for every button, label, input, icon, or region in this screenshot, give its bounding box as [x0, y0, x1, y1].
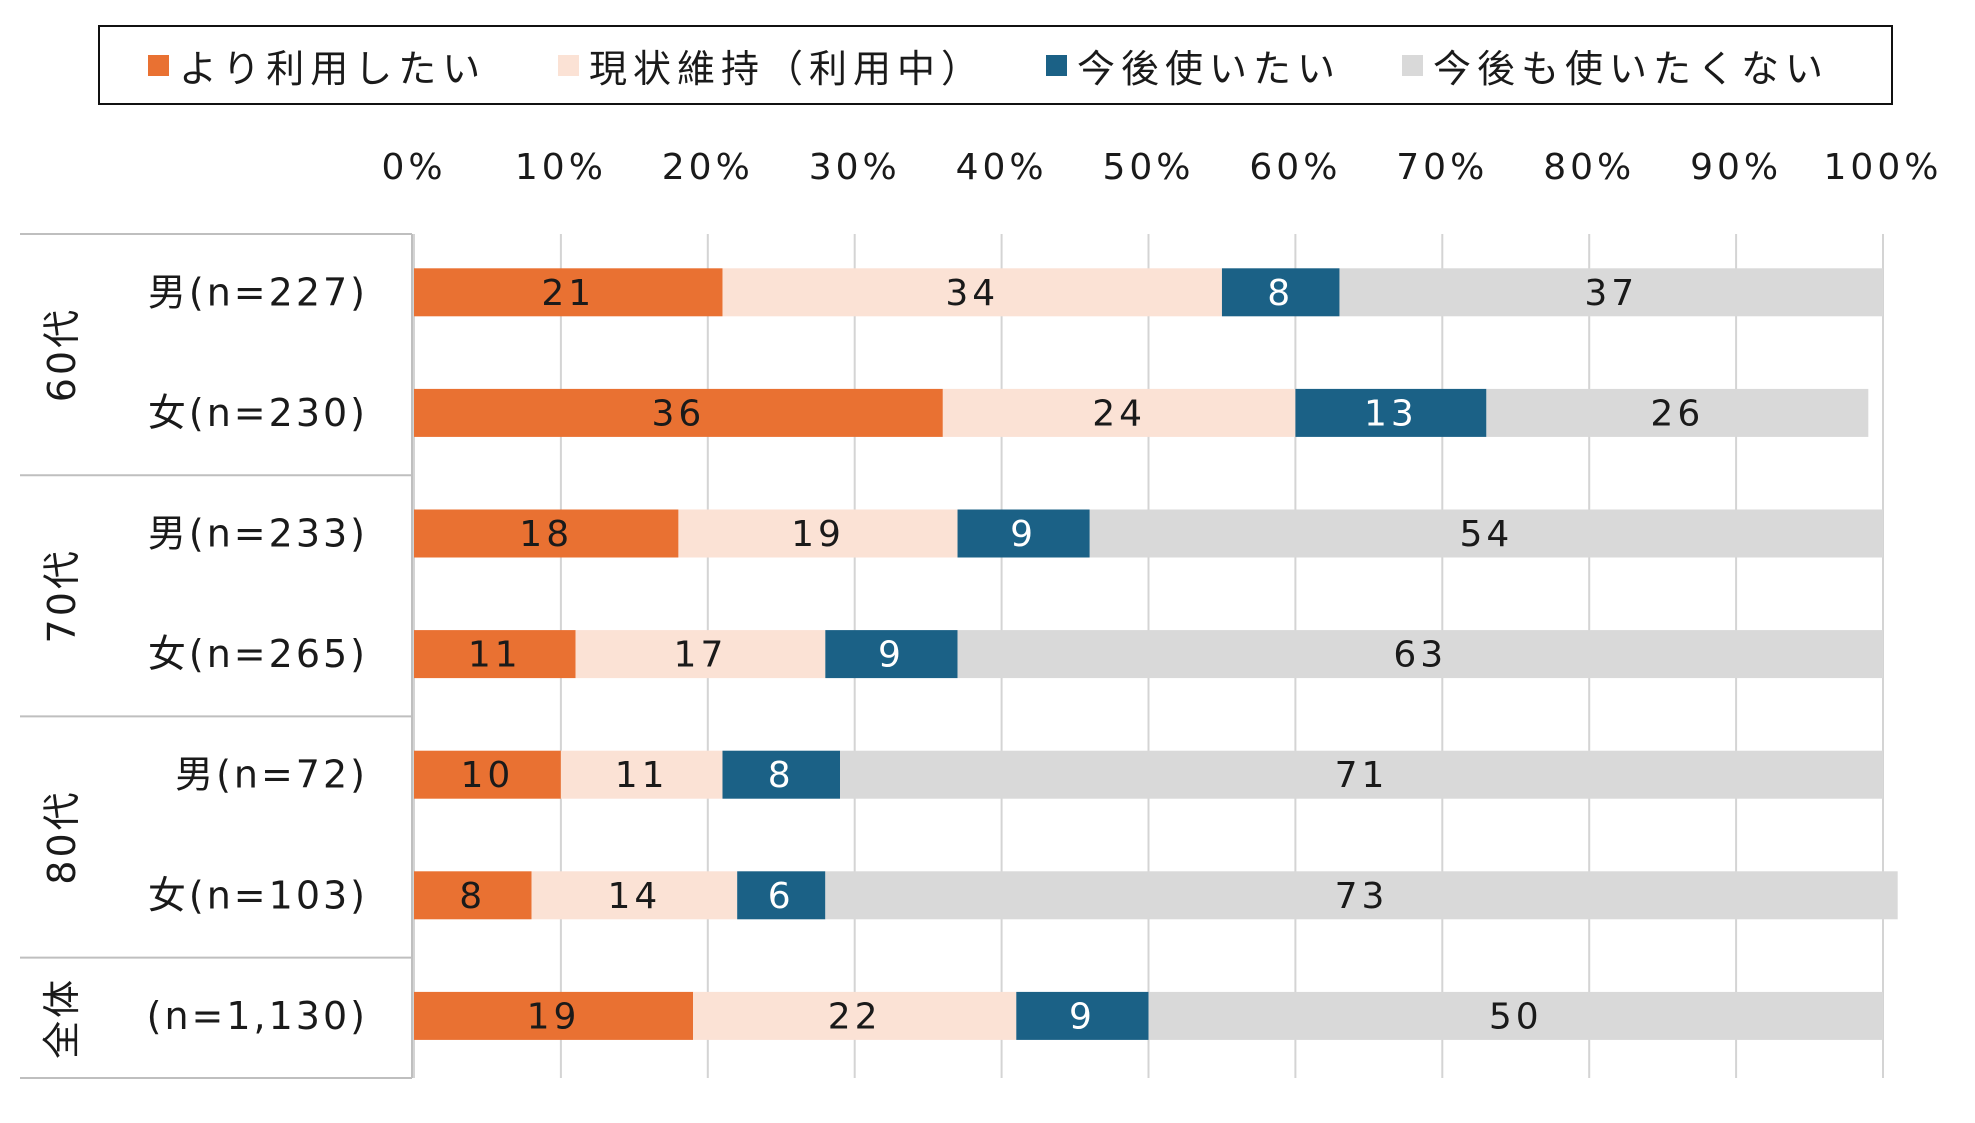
data-label: 13: [1364, 393, 1418, 434]
data-label: 8: [459, 876, 486, 917]
bar-segment: [414, 388, 943, 437]
bar-segment: [414, 750, 561, 799]
row-label: 女(n=103): [148, 873, 368, 917]
bar-segment: [957, 509, 1090, 558]
data-label: 10: [461, 755, 515, 796]
bar-segment: [825, 871, 1898, 920]
bar-segment: [414, 268, 723, 317]
bar-segment: [414, 871, 532, 920]
bar-segment: [957, 630, 1883, 679]
row-label: 女(n=265): [148, 632, 368, 676]
legend-label: 現状維持（利用中）: [589, 46, 986, 91]
data-label: 19: [527, 996, 581, 1037]
chart-legend: より利用したい 現状維持（利用中） 今後使いたい 今後も使いたくない: [98, 25, 1893, 105]
x-tick-label: 70%: [1396, 147, 1488, 188]
legend-label: 今後も使いたくない: [1433, 46, 1830, 91]
x-tick-label: 50%: [1102, 147, 1194, 188]
x-tick-label: 90%: [1690, 147, 1782, 188]
bar-segment: [722, 750, 841, 799]
bar-segment: [693, 991, 1017, 1040]
bar-segment: [414, 991, 694, 1040]
row-label: (n=1,130): [147, 994, 368, 1038]
data-label: 26: [1650, 393, 1704, 434]
group-label: 60代: [40, 307, 84, 402]
x-tick-label: 80%: [1543, 147, 1635, 188]
bar-segment: [1016, 991, 1149, 1040]
bar-segment: [1295, 388, 1487, 437]
data-label: 9: [1010, 514, 1037, 555]
bar-segment: [678, 509, 958, 558]
data-label: 8: [768, 755, 795, 796]
group-label: 80代: [40, 789, 84, 884]
row-label: 女(n=230): [148, 391, 368, 435]
x-tick-label: 60%: [1249, 147, 1341, 188]
bar-segment: [1486, 388, 1869, 437]
bar-segment: [531, 871, 738, 920]
data-label: 17: [674, 635, 728, 676]
data-label: 14: [607, 876, 661, 917]
bar-segment: [737, 871, 826, 920]
legend-swatch: [1046, 54, 1067, 76]
x-tick-label: 0%: [381, 147, 446, 188]
data-label: 11: [468, 635, 522, 676]
row-label: 男(n=227): [148, 270, 368, 314]
data-label: 34: [945, 273, 999, 314]
legend-label: より利用したい: [179, 46, 487, 91]
data-label: 22: [828, 996, 882, 1037]
bar-segment: [722, 268, 1222, 317]
data-label: 73: [1335, 876, 1389, 917]
data-label: 9: [1069, 996, 1096, 1037]
group-label: 70代: [40, 548, 84, 643]
bar-segment: [560, 750, 723, 799]
legend-item: 今後使いたい: [1046, 27, 1341, 103]
x-tick-label: 40%: [956, 147, 1048, 188]
bar-segment: [575, 630, 826, 679]
legend-item: より利用したい: [148, 27, 486, 103]
data-label: 50: [1489, 996, 1543, 1037]
data-label: 8: [1267, 273, 1294, 314]
data-label: 36: [652, 393, 706, 434]
bar-segment: [1221, 268, 1340, 317]
bar-segment: [825, 630, 958, 679]
legend-label: 今後使いたい: [1077, 46, 1342, 91]
legend-item: 今後も使いたくない: [1402, 27, 1829, 103]
bar-segment: [414, 509, 679, 558]
group-label: 全体: [40, 977, 84, 1059]
legend-swatch: [558, 54, 579, 76]
row-label: 男(n=72): [175, 753, 368, 797]
data-label: 19: [791, 514, 845, 555]
bar-segment: [1339, 268, 1883, 317]
bar-segment: [840, 750, 1883, 799]
legend-swatch: [1402, 54, 1423, 76]
legend-item: 現状維持（利用中）: [558, 27, 985, 103]
data-label: 9: [878, 635, 905, 676]
bar-segment: [414, 630, 576, 679]
data-label: 18: [519, 514, 573, 555]
x-tick-label: 20%: [662, 147, 754, 188]
data-label: 37: [1584, 273, 1638, 314]
data-label: 11: [615, 755, 669, 796]
data-label: 6: [768, 876, 795, 917]
row-label: 男(n=233): [148, 512, 368, 556]
x-tick-label: 30%: [809, 147, 901, 188]
x-tick-label: 10%: [515, 147, 607, 188]
data-label: 63: [1393, 635, 1447, 676]
x-tick-label: 100%: [1824, 147, 1943, 188]
data-label: 21: [541, 273, 595, 314]
bar-segment: [942, 388, 1296, 437]
data-label: 71: [1335, 755, 1389, 796]
bar-segment: [1089, 509, 1883, 558]
legend-swatch: [148, 54, 169, 76]
data-label: 54: [1459, 514, 1513, 555]
data-label: 24: [1092, 393, 1146, 434]
bar-segment: [1148, 991, 1883, 1040]
